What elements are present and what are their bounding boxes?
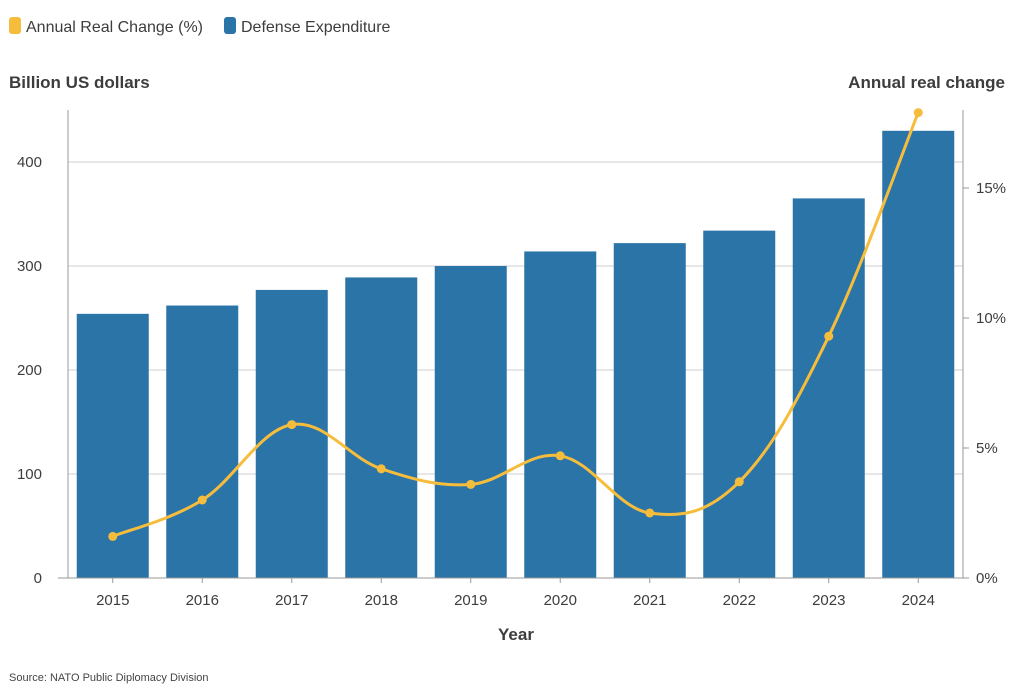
line-point-2020	[555, 451, 565, 461]
line-point-2021	[645, 508, 655, 518]
x-tick-label-2017: 2017	[275, 592, 308, 609]
legend: Annual Real Change (%) Defense Expenditu…	[9, 17, 391, 36]
line-series	[108, 108, 923, 541]
bar-2018	[345, 277, 418, 578]
x-tick-label-2022: 2022	[723, 592, 756, 609]
y-axis-right-title: Annual real change	[848, 73, 1005, 92]
line-point-2015	[108, 531, 118, 541]
line-point-2018	[376, 464, 386, 474]
y-axis-left-ticks: 0 100 200 300 400	[17, 154, 42, 587]
legend-label-line: Annual Real Change (%)	[26, 19, 203, 36]
y-left-tick-label: 200	[17, 362, 42, 379]
x-tick-label-2019: 2019	[454, 592, 487, 609]
y-right-tick-label: 10%	[976, 310, 1006, 327]
y-right-tick-label: 5%	[976, 440, 998, 457]
y-axis-left-title: Billion US dollars	[9, 73, 150, 92]
line-point-2016	[197, 495, 207, 505]
bar-2019	[434, 266, 507, 578]
bar-2017	[255, 289, 328, 578]
source-note: Source: NATO Public Diplomacy Division	[9, 672, 209, 684]
x-tick-label-2016: 2016	[186, 592, 219, 609]
bar-2016	[166, 305, 239, 578]
x-tick-label-2023: 2023	[812, 592, 845, 609]
bar-2022	[703, 230, 776, 578]
line-point-2024	[913, 108, 923, 118]
x-tick-label-2015: 2015	[96, 592, 129, 609]
y-left-tick-label: 100	[17, 466, 42, 483]
y-left-tick-label: 300	[17, 258, 42, 275]
line-point-2017	[287, 420, 297, 430]
y-left-tick-label: 400	[17, 154, 42, 171]
y-right-tick-label: 0%	[976, 570, 998, 587]
x-axis-ticks: 2015 2016 2017 2018 2019 2020 2021 2022 2023 2024	[96, 578, 935, 609]
bars	[76, 130, 955, 579]
x-tick-label-2024: 2024	[902, 592, 935, 609]
x-tick-label-2021: 2021	[633, 592, 666, 609]
x-tick-label-2018: 2018	[365, 592, 398, 609]
y-left-tick-label: 0	[34, 570, 42, 587]
y-axis-right-ticks: 0% 5% 10% 15%	[963, 180, 1006, 587]
x-axis-title: Year	[498, 625, 534, 644]
bar-2021	[613, 243, 686, 578]
line-path	[112, 112, 920, 538]
bar-2020	[524, 251, 597, 578]
line-point-2019	[466, 479, 476, 489]
x-tick-label-2020: 2020	[544, 592, 577, 609]
line-point-2023	[824, 331, 834, 341]
bar-2024	[882, 130, 955, 579]
y-right-tick-label: 15%	[976, 180, 1006, 197]
legend-label-bar: Defense Expenditure	[241, 19, 391, 36]
legend-swatch-bar	[224, 17, 236, 34]
bar-2023	[792, 198, 865, 578]
legend-swatch-line	[9, 17, 21, 34]
line-point-2022	[734, 477, 744, 487]
